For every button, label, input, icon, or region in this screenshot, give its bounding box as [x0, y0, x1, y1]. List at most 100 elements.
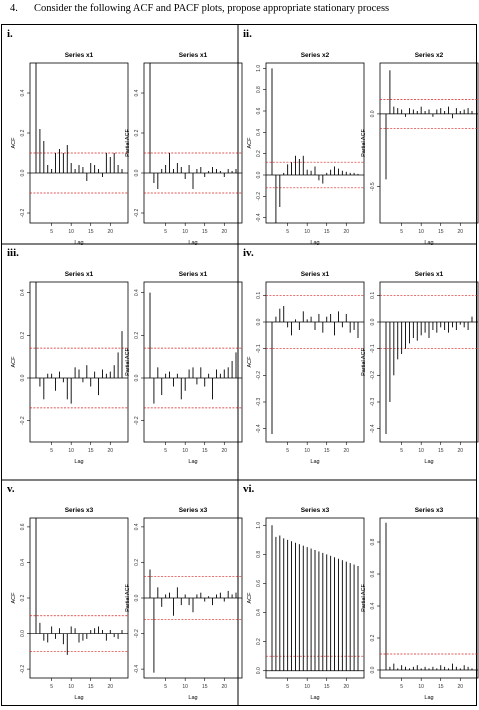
plot-frame [379, 517, 479, 679]
panel-label: i. [7, 28, 13, 40]
y-tick-label: 0.0 [370, 318, 376, 325]
plot-title: Series x3 [415, 507, 444, 514]
x-tick-label: 5 [164, 684, 167, 690]
y-tick-label: -0.1 [370, 344, 376, 353]
y-tick-label: -0.2 [256, 371, 262, 380]
x-tick-label: 20 [343, 448, 349, 454]
plot-title: Series x1 [179, 52, 208, 59]
x-tick-label: 10 [304, 684, 310, 690]
y-tick-label: 0.0 [134, 374, 140, 381]
y-tick-label: 0.8 [256, 551, 262, 558]
x-tick-label: 5 [286, 229, 289, 235]
y-tick-label: -0.4 [256, 424, 262, 433]
x-tick-label: 5 [400, 448, 403, 454]
x-tick-label: 5 [164, 229, 167, 235]
y-tick-label: -0.4 [256, 213, 262, 222]
x-tick-label: 15 [324, 448, 330, 454]
question-text: Consider the following ACF and PACF plot… [34, 3, 390, 14]
x-tick-label: 20 [221, 684, 227, 690]
acf-plot: Series x3 0.0 0.2 0.4 0.6 0.8 1.0 ACF 5 10 15 20 Lag [247, 507, 365, 701]
y-tick-label: 0.4 [134, 523, 140, 530]
y-tick-label: -0.3 [370, 397, 376, 406]
x-axis-label: Lag [310, 240, 319, 246]
y-tick-label: -0.4 [134, 665, 140, 674]
x-tick-label: 10 [68, 684, 74, 690]
x-tick-label: 5 [286, 448, 289, 454]
y-tick-label: -0.2 [134, 416, 140, 425]
x-tick-label: 15 [438, 448, 444, 454]
y-tick-label: 0.6 [256, 580, 262, 587]
pacf-plot: Series x1 -0.2 0.0 0.2 0.4 Partial ACF 5 10 15 20… [125, 52, 243, 246]
x-tick-label: 5 [50, 229, 53, 235]
x-tick-label: 15 [202, 684, 208, 690]
y-tick-label: 0.6 [20, 523, 26, 530]
y-tick-label: -0.2 [20, 665, 26, 674]
y-tick-label: 1.0 [256, 522, 262, 529]
plot-frame [143, 62, 243, 224]
y-tick-label: 0.2 [20, 129, 26, 136]
x-tick-label: 20 [343, 229, 349, 235]
x-tick-label: 10 [304, 229, 310, 235]
x-tick-label: 20 [457, 684, 463, 690]
panel-2: ii. Series x2 -0.4 -0.2 0.0 0.2 0.4 0.6 0.8 1.0 AC… [238, 25, 479, 246]
y-tick-label: -0.5 [370, 182, 376, 191]
y-tick-label: 0.2 [134, 559, 140, 566]
y-tick-label: 0.4 [256, 129, 262, 136]
y-tick-label: -0.2 [20, 208, 26, 217]
x-axis-label: Lag [188, 240, 197, 246]
plot-frame [29, 517, 129, 679]
x-axis-label: Lag [74, 695, 83, 701]
y-tick-label: 0.0 [134, 169, 140, 176]
x-tick-label: 20 [221, 229, 227, 235]
x-axis-label: Lag [310, 695, 319, 701]
question-heading: 4. Consider the following ACF and PACF pl… [6, 2, 476, 16]
x-tick-label: 15 [324, 229, 330, 235]
x-axis-label: Lag [74, 240, 83, 246]
x-tick-label: 10 [418, 448, 424, 454]
panel-6: vi. Series x3 0.0 0.2 0.4 0.6 0.8 1.0 ACF 5 10 15 20… [238, 480, 479, 707]
acf-plot: Series x1 -0.4 -0.3 -0.2 -0.1 0.0 0.1 ACF 5 10 15 2… [247, 271, 365, 465]
y-axis-label: Partial ACF [361, 128, 367, 156]
acf-plot: Series x1 -0.2 0.0 0.2 0.4 ACF 5 10 15 20 Lag [11, 271, 129, 465]
panel-5: v. Series x3 -0.2 0.0 0.2 0.4 0.6 ACF 5 10 15 20 Lag… [2, 480, 243, 707]
y-tick-label: 0.0 [20, 630, 26, 637]
panel-1: i. Series x1 -0.2 0.0 0.2 0.4 ACF 5 10 15 20 Lag Ser… [2, 25, 243, 246]
x-axis-label: Lag [424, 459, 433, 465]
plot-title: Series x2 [415, 52, 444, 59]
y-tick-label: 0.2 [256, 150, 262, 157]
y-tick-label: 0.8 [256, 86, 262, 93]
x-axis-label: Lag [424, 240, 433, 246]
x-tick-label: 20 [107, 448, 113, 454]
plot-title: Series x3 [179, 507, 208, 514]
x-tick-label: 10 [68, 448, 74, 454]
y-axis-label: Partial ACF [361, 583, 367, 611]
plot-frame [29, 281, 129, 443]
plot-frame [29, 62, 129, 224]
x-tick-label: 10 [304, 448, 310, 454]
panel-label: ii. [243, 28, 252, 40]
y-tick-label: 1.0 [256, 65, 262, 72]
plot-frame [265, 517, 365, 679]
y-axis-label: ACF [247, 592, 253, 604]
y-tick-label: 0.4 [20, 559, 26, 566]
panel-3: iii. Series x1 -0.2 0.0 0.2 0.4 ACF 5 10 15 20 Lag S… [2, 244, 243, 480]
y-tick-label: -0.2 [134, 629, 140, 638]
pacf-plot: Series x2 -0.5 0.0 Partial ACF 5 10 15 20 Lag [361, 52, 479, 246]
x-tick-label: 15 [88, 684, 94, 690]
y-axis-label: ACF [11, 592, 17, 604]
panel-label: vi. [243, 483, 255, 495]
y-tick-label: 0.8 [370, 538, 376, 545]
x-axis-label: Lag [188, 459, 197, 465]
plot-frame [265, 62, 365, 224]
acf-plot: Series x3 -0.2 0.0 0.2 0.4 0.6 ACF 5 10 15 20 Lag [11, 507, 129, 701]
y-tick-label: 0.4 [370, 602, 376, 609]
table-grid-lines [1, 24, 477, 706]
y-axis-label: Partial ACF [125, 347, 131, 375]
x-tick-label: 5 [164, 448, 167, 454]
plot-title: Series x1 [415, 271, 444, 278]
x-tick-label: 5 [50, 448, 53, 454]
plot-frame [143, 281, 243, 443]
y-tick-label: 0.4 [134, 89, 140, 96]
y-tick-label: -0.2 [134, 208, 140, 217]
y-tick-label: 0.0 [134, 594, 140, 601]
